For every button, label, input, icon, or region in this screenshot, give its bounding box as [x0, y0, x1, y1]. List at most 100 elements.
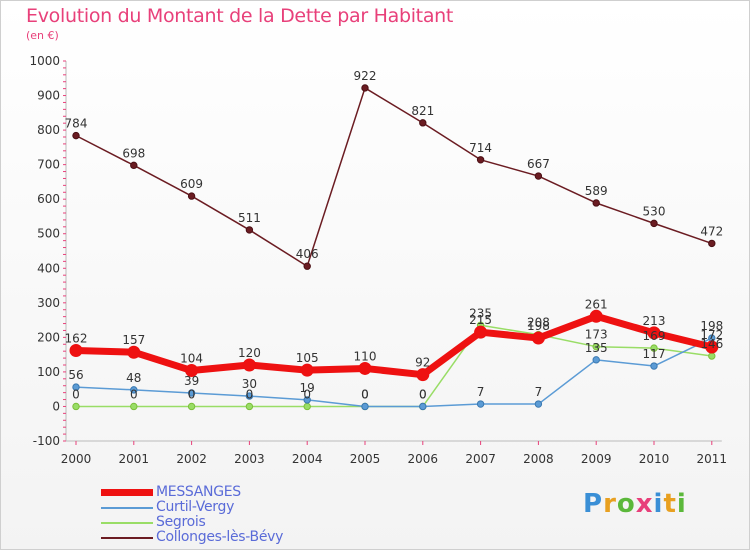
data-label-2: 0 — [303, 387, 311, 401]
x-tick-label: 2010 — [639, 452, 670, 466]
data-label-2: 0 — [361, 387, 369, 401]
data-label-3: 821 — [411, 104, 434, 118]
data-label-1: 19 — [300, 381, 315, 395]
data-label-3: 922 — [354, 69, 377, 83]
data-point-1 — [534, 400, 543, 408]
data-label-2: 235 — [469, 306, 492, 320]
data-point-1 — [303, 396, 311, 404]
data-label-3: 784 — [65, 117, 88, 131]
legend-label: Segrois — [156, 514, 206, 530]
data-point-1 — [72, 383, 80, 391]
y-tick-label: 800 — [37, 123, 60, 137]
data-point-3 — [72, 131, 80, 140]
data-label-1: 39 — [184, 374, 199, 388]
data-label-2: 146 — [700, 337, 723, 351]
legend-label: Curtil-Vergy — [156, 499, 235, 515]
data-label-0: 198 — [527, 319, 550, 333]
data-point-2 — [187, 402, 196, 411]
data-label-3: 472 — [700, 224, 723, 238]
data-label-1: 135 — [585, 341, 608, 355]
data-label-0: 261 — [585, 297, 608, 311]
data-point-1 — [187, 389, 196, 397]
data-label-1: 30 — [242, 377, 257, 391]
data-point-1 — [130, 386, 138, 394]
data-point-0 — [300, 363, 314, 377]
data-point-2 — [708, 352, 716, 360]
data-point-0 — [531, 331, 545, 345]
data-label-2: 169 — [643, 329, 666, 343]
y-tick-label: 500 — [37, 227, 60, 241]
data-label-3: 698 — [122, 146, 145, 160]
chart-title: Evolution du Montant de la Dette par Hab… — [26, 5, 454, 27]
data-point-0 — [242, 358, 256, 372]
x-tick-label: 2008 — [523, 452, 554, 466]
data-point-1 — [650, 362, 658, 370]
data-label-3: 406 — [296, 247, 319, 261]
data-point-3 — [303, 262, 311, 270]
x-tick-label: 2007 — [465, 452, 496, 466]
data-point-0 — [358, 361, 372, 375]
y-tick-label: 300 — [37, 296, 60, 310]
data-label-1: 0 — [419, 387, 427, 401]
data-point-1 — [592, 356, 600, 364]
data-label-0: 110 — [354, 349, 377, 363]
data-point-3 — [476, 156, 485, 164]
data-label-3: 511 — [238, 211, 261, 225]
data-point-0 — [185, 364, 199, 378]
data-label-0: 92 — [415, 356, 430, 370]
y-tick-label: 600 — [37, 192, 60, 206]
data-label-1: 0 — [361, 387, 369, 401]
data-point-3 — [592, 199, 600, 207]
data-label-0: 105 — [296, 351, 319, 365]
data-label-1: 56 — [68, 368, 83, 382]
logo-letter: o — [616, 489, 636, 519]
y-tick-label: 1000 — [29, 54, 60, 68]
data-point-0 — [127, 345, 141, 359]
y-tick-label: 100 — [37, 365, 60, 379]
data-label-3: 609 — [180, 177, 203, 191]
data-label-2: 0 — [188, 387, 196, 401]
data-point-0 — [589, 309, 603, 323]
data-point-1 — [476, 400, 485, 408]
data-label-2: 173 — [585, 328, 608, 342]
x-tick-label: 2011 — [697, 452, 728, 466]
data-label-3: 667 — [527, 157, 550, 171]
data-label-0: 162 — [65, 331, 88, 345]
x-tick-label: 2004 — [292, 452, 323, 466]
y-tick-label: -100 — [33, 434, 60, 448]
x-tick-label: 2002 — [176, 452, 207, 466]
data-label-0: 172 — [700, 328, 723, 342]
series-line-1 — [75, 337, 713, 408]
data-point-3 — [187, 192, 196, 200]
legend-swatch — [101, 489, 153, 496]
logo-letter: x — [635, 489, 654, 519]
data-label-0: 157 — [122, 333, 145, 347]
data-point-0 — [416, 368, 430, 382]
data-label-0: 104 — [180, 352, 203, 366]
y-tick-label: 400 — [37, 261, 60, 275]
data-label-0: 120 — [238, 346, 261, 360]
y-tick-label: 900 — [37, 89, 60, 103]
data-point-0 — [69, 343, 83, 357]
data-label-2: 0 — [130, 387, 138, 401]
x-tick-label: 2003 — [234, 452, 265, 466]
x-tick-label: 2000 — [61, 452, 92, 466]
y-tick-label: 700 — [37, 158, 60, 172]
data-point-3 — [419, 119, 427, 127]
data-point-0 — [647, 326, 661, 340]
data-label-1: 7 — [477, 385, 485, 399]
data-point-0 — [705, 340, 719, 354]
chart-subtitle: (en €) — [26, 29, 59, 42]
data-label-2: 0 — [419, 387, 427, 401]
data-label-1: 198 — [700, 319, 723, 333]
data-point-3 — [361, 84, 369, 92]
data-label-1: 117 — [643, 347, 666, 361]
data-point-1 — [419, 402, 427, 411]
x-tick-label: 2001 — [119, 452, 150, 466]
data-point-2 — [303, 402, 311, 411]
data-point-1 — [361, 402, 369, 411]
legend-swatch — [101, 522, 153, 524]
logo-letter: i — [653, 489, 664, 519]
y-tick-label: 200 — [37, 330, 60, 344]
data-label-3: 589 — [585, 184, 608, 198]
